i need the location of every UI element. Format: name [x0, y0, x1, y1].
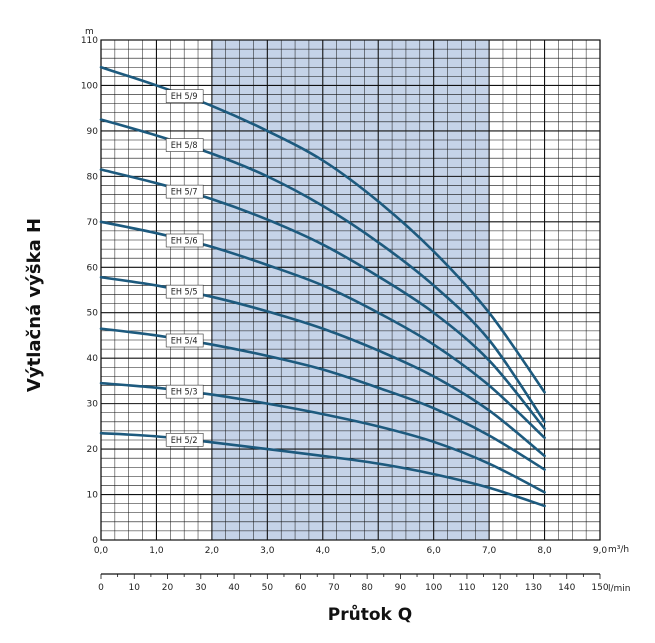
series-label-text: EH 5/2 — [171, 436, 198, 446]
series-label-box — [165, 184, 204, 199]
x-tick-label: 6,0 — [427, 546, 442, 556]
x-axis-unit: m³/h — [608, 545, 629, 555]
series-label-box — [165, 284, 204, 299]
x-tick-label: 5,0 — [371, 546, 386, 556]
series-labels: EH 5/2 EH 5/3 EH 5/4 EH 5/5 EH 5/6 EH 5/7 EH 5… — [165, 89, 204, 447]
x2-tick-label: 30 — [195, 583, 207, 593]
x2-tick-label: 80 — [361, 583, 373, 593]
series-label-text: EH 5/5 — [171, 288, 198, 298]
x2-tick-label: 150 — [591, 583, 608, 593]
y-tick-label: 110 — [81, 36, 98, 46]
y-tick-label: 100 — [81, 81, 98, 91]
series-label-box — [165, 233, 204, 248]
series-label-box — [165, 433, 204, 447]
x2-tick-label: 20 — [162, 583, 174, 593]
y-tick-label: 20 — [87, 445, 99, 455]
series-label-text: EH 5/8 — [171, 141, 198, 151]
x2-tick-label: 40 — [228, 583, 240, 593]
series-label-box — [165, 384, 204, 399]
x-tick-label: 8,0 — [537, 546, 552, 556]
series-label-eh-5-8: EH 5/8 — [165, 138, 204, 152]
series-label-text: EH 5/3 — [171, 388, 198, 398]
y-tick-label: 80 — [87, 172, 99, 182]
x-tick-label: 0,0 — [94, 546, 109, 556]
plot-border — [100, 39, 601, 541]
x-tick-label: 2,0 — [205, 546, 220, 556]
series-label-eh-5-4: EH 5/4 — [165, 333, 204, 348]
x2-tick-label: 90 — [395, 583, 407, 593]
series-label-eh-5-9: EH 5/9 — [165, 89, 204, 103]
x-tick-label: 9,0 — [593, 546, 608, 556]
series-label-eh-5-2: EH 5/2 — [165, 433, 204, 447]
x-axis-title: Průtok Q — [328, 603, 412, 625]
x2-tick-label: 70 — [328, 583, 340, 593]
x-tick-label: 4,0 — [316, 546, 331, 556]
x-tick-label: 1,0 — [149, 546, 164, 556]
x2-tick-label: 0 — [98, 583, 104, 593]
series-label-box — [165, 89, 204, 103]
y-tick-label: 30 — [87, 400, 99, 410]
y-tick-label: 0 — [92, 536, 98, 546]
y-tick-label: 50 — [87, 309, 99, 319]
series-label-eh-5-5: EH 5/5 — [165, 284, 204, 299]
series-label-eh-5-7: EH 5/7 — [165, 184, 204, 199]
x2-tick-label: 120 — [492, 583, 509, 593]
x-tick-label: 7,0 — [482, 546, 497, 556]
x2-tick-label: 10 — [129, 583, 141, 593]
y-tick-label: 10 — [87, 491, 99, 501]
x2-tick-label: 140 — [558, 583, 575, 593]
x2-tick-label: 110 — [458, 583, 475, 593]
x2-tick-label: 50 — [262, 583, 274, 593]
x2-tick-label: 60 — [295, 583, 307, 593]
series-label-box — [165, 333, 204, 348]
x2-axis-unit: l/min — [608, 584, 631, 594]
y-tick-label: 90 — [87, 127, 99, 137]
x2-tick-label: 130 — [525, 583, 542, 593]
y-axis-unit: m — [85, 27, 94, 37]
x-tick-label: 3,0 — [260, 546, 275, 556]
y-tick-label: 70 — [87, 218, 99, 228]
series-label-text: EH 5/4 — [171, 337, 198, 347]
series-label-eh-5-3: EH 5/3 — [165, 384, 204, 399]
y-axis-title: Výtlačná výška H — [24, 218, 45, 392]
y-tick-label: 60 — [87, 263, 99, 273]
y-tick-label: 40 — [87, 354, 99, 364]
x2-tick-label: 100 — [425, 583, 442, 593]
series-label-box — [165, 138, 204, 152]
series-label-text: EH 5/9 — [171, 92, 198, 102]
series-label-text: EH 5/7 — [171, 188, 198, 198]
series-label-text: EH 5/6 — [171, 237, 198, 247]
series-label-eh-5-6: EH 5/6 — [165, 233, 204, 248]
